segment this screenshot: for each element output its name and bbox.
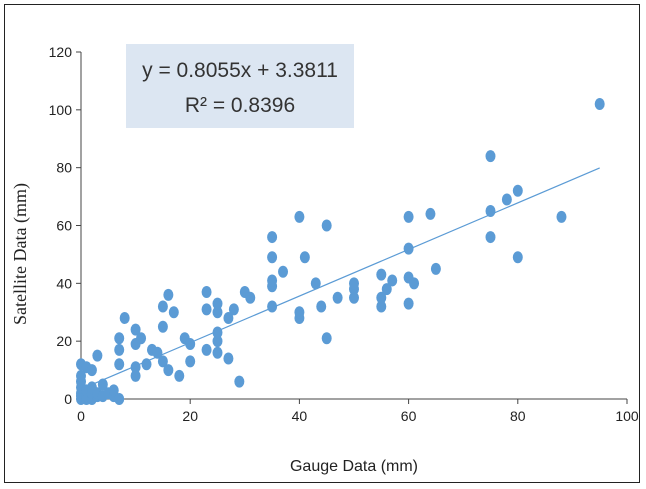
data-point — [267, 231, 278, 244]
y-axis-title: Satellite Data (mm) — [10, 183, 31, 325]
y-tick-label: 40 — [56, 275, 72, 291]
data-point — [174, 369, 185, 382]
data-point — [223, 352, 234, 365]
data-point — [86, 364, 97, 377]
data-point — [228, 303, 239, 316]
data-point — [376, 268, 387, 281]
data-point — [267, 300, 278, 313]
data-point — [114, 332, 125, 345]
x-tick-label: 60 — [401, 408, 417, 424]
data-point — [130, 361, 141, 374]
data-point — [212, 326, 223, 339]
data-point — [321, 219, 332, 232]
data-point — [485, 150, 496, 163]
data-point — [201, 286, 212, 299]
x-tick-label: 40 — [292, 408, 308, 424]
data-point — [299, 251, 310, 264]
data-point — [349, 277, 359, 290]
data-point — [485, 231, 496, 244]
data-point — [245, 291, 256, 304]
y-tick-label: 60 — [56, 218, 72, 234]
data-point — [381, 283, 392, 296]
data-point — [234, 375, 245, 388]
data-point — [92, 349, 103, 362]
data-point — [349, 291, 359, 304]
y-ticks: 0 20 40 60 80 100 120 — [49, 44, 81, 407]
data-point — [267, 274, 278, 287]
data-point — [185, 338, 196, 351]
data-point — [212, 335, 223, 348]
data-point — [425, 207, 436, 220]
data-point — [376, 300, 387, 313]
regression-equation: y = 0.8055x + 3.3811 — [142, 59, 338, 82]
data-point — [556, 210, 567, 223]
x-tick-label: 100 — [615, 408, 639, 424]
r-squared-label: R² = 0.8396 — [185, 94, 295, 117]
data-point — [512, 184, 523, 197]
data-point — [130, 369, 141, 382]
data-point — [108, 384, 119, 397]
data-point — [97, 378, 108, 391]
data-point — [163, 364, 174, 377]
data-point — [185, 355, 196, 368]
data-point — [163, 288, 174, 301]
data-point — [512, 251, 523, 264]
data-point — [267, 251, 278, 264]
data-point — [430, 262, 441, 275]
data-point — [152, 346, 163, 359]
data-point — [168, 306, 179, 319]
data-point — [223, 312, 234, 325]
data-point — [212, 346, 223, 359]
data-point — [485, 205, 496, 218]
data-point — [114, 358, 125, 371]
x-ticks: 0 20 40 60 80 100 — [77, 399, 639, 424]
data-point — [201, 343, 212, 356]
data-point — [76, 369, 86, 382]
data-point — [332, 291, 343, 304]
data-point — [409, 277, 420, 290]
data-point — [501, 193, 512, 206]
data-point — [114, 393, 125, 405]
x-axis-title: Gauge Data (mm) — [290, 458, 418, 475]
data-point — [212, 306, 223, 319]
y-tick-label: 100 — [49, 102, 73, 118]
data-point — [157, 355, 168, 368]
data-point — [136, 332, 147, 345]
data-point — [141, 358, 152, 371]
data-point — [403, 242, 414, 255]
data-point — [403, 297, 414, 310]
data-point — [212, 297, 223, 310]
data-point — [157, 320, 168, 333]
data-point — [119, 312, 130, 325]
trendline — [80, 167, 600, 390]
data-point — [294, 306, 305, 319]
data-point — [310, 277, 321, 290]
y-tick-label: 0 — [64, 391, 72, 407]
data-point — [157, 300, 168, 313]
data-point — [387, 274, 398, 287]
data-point — [321, 332, 332, 345]
data-point — [201, 303, 212, 316]
data-points — [76, 98, 605, 405]
data-point — [278, 265, 289, 278]
data-point — [294, 210, 305, 223]
y-tick-label: 120 — [49, 44, 73, 60]
data-point — [114, 343, 125, 356]
y-tick-label: 20 — [56, 333, 72, 349]
data-point — [403, 210, 414, 223]
equation-box — [126, 44, 354, 128]
x-tick-label: 80 — [510, 408, 526, 424]
data-point — [130, 323, 141, 336]
data-point — [376, 291, 387, 304]
x-tick-label: 0 — [77, 408, 85, 424]
y-tick-label: 80 — [56, 160, 72, 176]
data-point — [316, 300, 327, 313]
x-tick-label: 20 — [182, 408, 198, 424]
data-point — [594, 98, 605, 111]
